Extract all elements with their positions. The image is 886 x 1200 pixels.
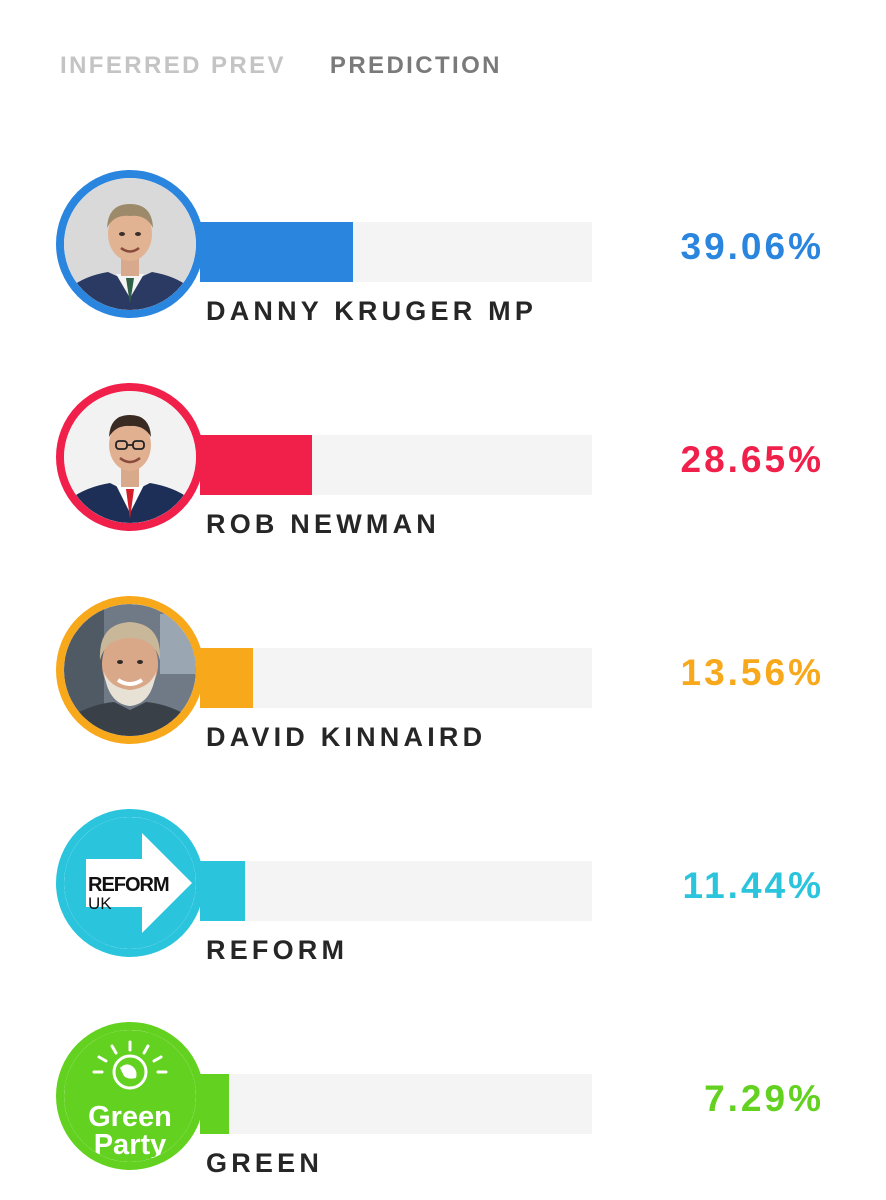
vote-share-bar [200,1074,229,1134]
vote-share-track [200,648,592,708]
vote-share-bar [200,222,354,282]
candidate-photo [64,178,196,310]
vote-share-bar [200,861,245,921]
candidate-avatar [56,383,204,531]
candidate-row: REFORM UK REFORM 11.44% [0,809,886,969]
candidate-name: GREEN [206,1148,324,1178]
vote-share-percent: 11.44% [682,865,824,906]
svg-text:UK: UK [88,894,112,913]
vote-share-bar [200,648,254,708]
vote-share-percent: 7.29% [704,1078,824,1119]
candidate-name: REFORM [206,935,349,965]
candidate-name: DANNY KRUGER MP [206,296,538,326]
candidate-avatar: REFORM UK [56,809,204,957]
candidate-photo [64,604,196,736]
vote-share-percent: 28.65% [680,439,824,480]
candidate-row: DAVID KINNAIRD 13.56% [0,596,886,756]
candidate-name: ROB NEWMAN [206,509,440,539]
vote-share-track [200,1074,592,1134]
tab-prediction[interactable]: PREDICTION [329,52,502,79]
candidate-photo [64,391,196,523]
reform-uk-logo: REFORM UK [64,817,196,949]
vote-share-track [200,861,592,921]
candidate-avatar [56,170,204,318]
vote-share-percent: 39.06% [680,226,824,267]
candidate-row: ROB NEWMAN 28.65% [0,383,886,543]
vote-share-percent: 13.56% [680,652,824,693]
svg-text:Green: Green [88,1101,172,1133]
tab-bar: INFERRED PREV PREDICTION [60,52,502,80]
candidate-row: Green Party GREEN 7.29% [0,1022,886,1182]
vote-share-bar [200,435,313,495]
candidate-avatar: Green Party [56,1022,204,1170]
svg-text:Party: Party [94,1129,167,1161]
tab-inferred-prev[interactable]: INFERRED PREV [60,52,286,79]
green-party-logo: Green Party [64,1030,196,1162]
candidate-name: DAVID KINNAIRD [206,722,487,752]
candidate-row: DANNY KRUGER MP 39.06% [0,170,886,330]
candidate-avatar [56,596,204,744]
svg-text:REFORM: REFORM [88,874,169,896]
